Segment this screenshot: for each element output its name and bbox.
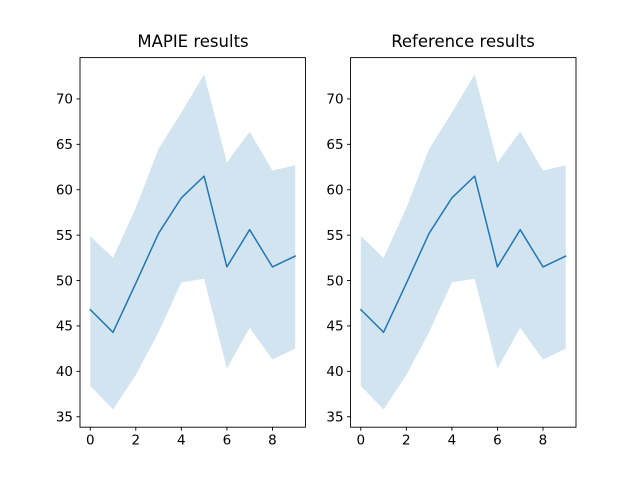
- axes-spines: [79, 57, 306, 428]
- prediction-line: [360, 175, 567, 334]
- y-tick-label: 35: [326, 410, 343, 426]
- confidence-band: [90, 74, 296, 410]
- y-tick-label: 70: [56, 92, 73, 108]
- y-tick-label: 45: [56, 319, 73, 335]
- x-tick-label: 8: [539, 433, 548, 449]
- x-tick-label: 4: [177, 433, 186, 449]
- prediction-line: [89, 175, 296, 334]
- y-tick-label: 40: [326, 364, 343, 380]
- y-tick-label: 70: [326, 92, 343, 108]
- y-tick-label: 55: [326, 228, 343, 244]
- x-axis: 0 2 4 6 8: [357, 427, 548, 449]
- y-axis: 35 40 45 50 55 60 65 70: [326, 92, 351, 426]
- axes-spines: [350, 57, 577, 428]
- y-tick-label: 50: [326, 273, 343, 289]
- x-tick-label: 2: [402, 433, 411, 449]
- y-tick-label: 65: [326, 137, 343, 153]
- mapie-plot: 0 2 4 6 8 35 40 45 50 55 60 65 70: [56, 57, 306, 449]
- y-tick-label: 35: [56, 410, 73, 426]
- x-tick-label: 8: [268, 433, 277, 449]
- y-tick-label: 55: [56, 228, 73, 244]
- y-axis: 35 40 45 50 55 60 65 70: [56, 92, 80, 426]
- x-tick-label: 4: [448, 433, 457, 449]
- x-tick-label: 0: [357, 433, 366, 449]
- mapie-plot-title: MAPIE results: [137, 32, 249, 51]
- y-tick-label: 50: [56, 273, 73, 289]
- confidence-band: [360, 74, 566, 410]
- y-tick-label: 60: [326, 183, 343, 199]
- y-tick-label: 60: [56, 183, 73, 199]
- y-tick-label: 45: [326, 319, 343, 335]
- x-axis: 0 2 4 6 8: [86, 427, 277, 449]
- y-tick-label: 65: [56, 137, 73, 153]
- reference-plot: 0 2 4 6 8 35 40 45 50 55 60 65 70: [326, 57, 577, 449]
- x-tick-label: 0: [86, 433, 95, 449]
- x-tick-label: 6: [493, 433, 502, 449]
- x-tick-label: 6: [223, 433, 232, 449]
- x-tick-label: 2: [131, 433, 140, 449]
- y-tick-label: 40: [56, 364, 73, 380]
- reference-plot-title: Reference results: [391, 32, 535, 51]
